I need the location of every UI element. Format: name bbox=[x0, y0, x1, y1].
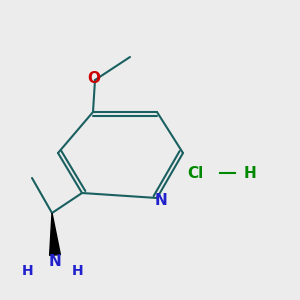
Text: H: H bbox=[72, 264, 84, 278]
Text: O: O bbox=[88, 71, 100, 86]
Text: Cl: Cl bbox=[187, 166, 203, 181]
Text: H: H bbox=[22, 264, 34, 278]
Text: N: N bbox=[49, 254, 62, 269]
Text: N: N bbox=[154, 193, 167, 208]
Text: H: H bbox=[244, 166, 256, 181]
Polygon shape bbox=[50, 213, 60, 255]
